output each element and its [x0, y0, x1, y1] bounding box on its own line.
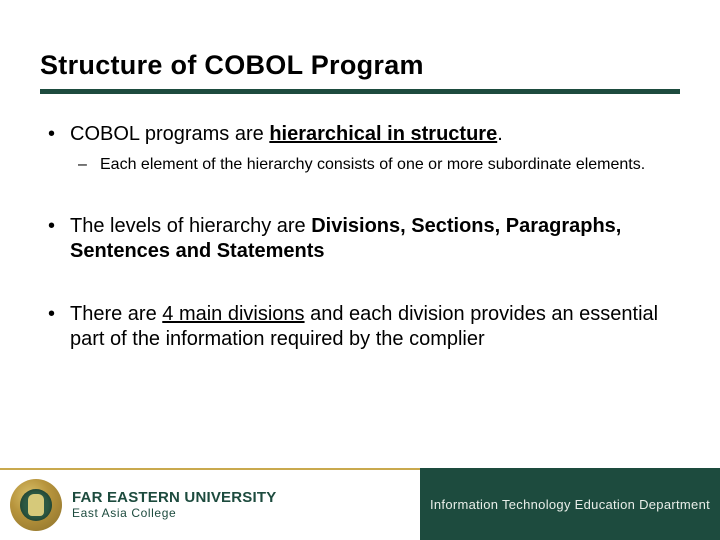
footer-right: Information Technology Education Departm…: [420, 468, 720, 540]
college-name: East Asia College: [72, 507, 276, 520]
slide-title: Structure of COBOL Program: [40, 50, 680, 81]
bullet-2: The levels of hierarchy are Divisions, S…: [40, 214, 680, 264]
footer-left-content: FAR EASTERN UNIVERSITY East Asia College: [0, 470, 420, 540]
university-text: FAR EASTERN UNIVERSITY East Asia College: [72, 490, 276, 519]
sub-bullet-1: Each element of the hierarchy consists o…: [70, 155, 680, 176]
bullet-3-em: 4 main divisions: [162, 303, 304, 325]
bullet-list: COBOL programs are hierarchical in struc…: [40, 122, 680, 352]
bullet-1-pre: COBOL programs are: [70, 123, 269, 145]
sub-list-1: Each element of the hierarchy consists o…: [70, 155, 680, 176]
university-name: FAR EASTERN UNIVERSITY: [72, 490, 276, 506]
title-underline: [40, 89, 680, 94]
bullet-1-post: .: [497, 123, 503, 145]
footer-left: FAR EASTERN UNIVERSITY East Asia College: [0, 468, 420, 540]
bullet-2-pre: The levels of hierarchy are: [70, 215, 311, 237]
seal-figure-icon: [28, 494, 44, 516]
slide: Structure of COBOL Program COBOL program…: [0, 0, 720, 540]
department-name: Information Technology Education Departm…: [430, 497, 710, 512]
bullet-3-pre: There are: [70, 303, 162, 325]
bullet-1: COBOL programs are hierarchical in struc…: [40, 122, 680, 176]
footer: FAR EASTERN UNIVERSITY East Asia College…: [0, 468, 720, 540]
university-seal-icon: [10, 479, 62, 531]
bullet-1-em: hierarchical in structure: [269, 123, 497, 145]
bullet-3: There are 4 main divisions and each divi…: [40, 302, 680, 352]
content-area: Structure of COBOL Program COBOL program…: [0, 0, 720, 468]
